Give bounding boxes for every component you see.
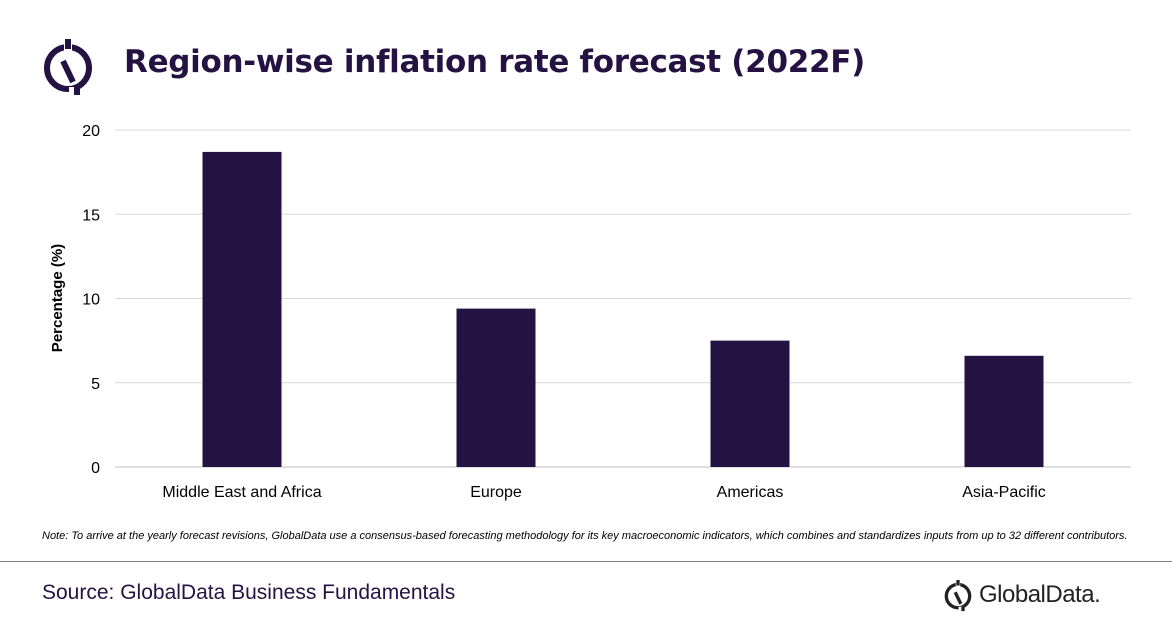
chart-title: Region-wise inflation rate forecast (202…	[124, 44, 865, 80]
gridlines	[115, 129, 1131, 468]
x-tick-label: Europe	[470, 484, 522, 501]
y-tick-label: 5	[91, 376, 100, 393]
globaldata-logo-icon	[44, 36, 92, 95]
y-tick-label: 10	[82, 292, 100, 309]
bar-asia-pacific	[964, 355, 1044, 467]
brand-name: GlobalData.	[979, 581, 1101, 608]
bar-europe	[456, 308, 536, 467]
x-tick-label: Asia-Pacific	[962, 484, 1046, 501]
x-axis-ticks: Middle East and Africa Europe Americas Asia…	[162, 484, 1045, 501]
x-tick-label: Americas	[717, 484, 784, 501]
bar-chart: 0 5 10 15 20 Middle East and Africa Europe Ame…	[49, 123, 1131, 501]
brand-logo: GlobalData.	[943, 575, 1101, 615]
y-axis-ticks: 0 5 10 15 20	[82, 123, 100, 477]
x-tick-label: Middle East and Africa	[162, 484, 321, 501]
bar-middle-east-and-africa	[202, 151, 282, 467]
footer-divider	[0, 561, 1172, 562]
y-tick-label: 0	[91, 460, 100, 477]
source-text: Source: GlobalData Business Fundamentals	[42, 581, 456, 604]
y-tick-label: 20	[82, 123, 100, 140]
y-tick-label: 15	[82, 207, 100, 224]
bars	[202, 151, 1044, 467]
y-axis-label: Percentage (%)	[49, 244, 66, 352]
globaldata-logo-icon	[944, 578, 972, 612]
footnote: Note: To arrive at the yearly forecast r…	[42, 530, 1128, 542]
bar-americas	[710, 340, 790, 467]
